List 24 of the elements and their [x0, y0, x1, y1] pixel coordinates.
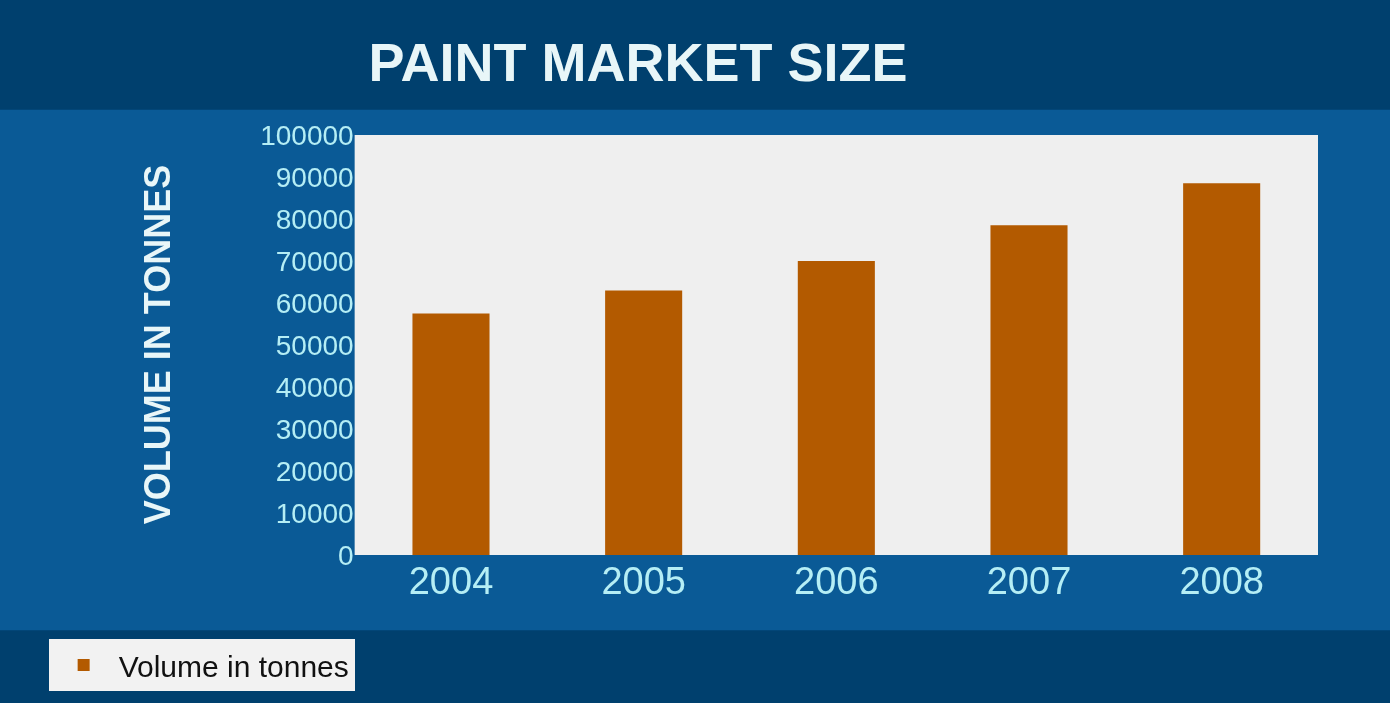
y-tick-label: 50000	[275, 329, 354, 361]
x-tick-label: 2008	[1179, 560, 1264, 602]
bar	[605, 290, 683, 555]
y-tick-label: 30000	[275, 413, 354, 445]
y-tick-label: 0	[338, 539, 354, 571]
bar	[797, 261, 875, 555]
y-tick-label: 90000	[275, 161, 354, 193]
legend-label: Volume in tonnes	[118, 649, 349, 683]
x-tick-label: 2005	[601, 560, 686, 602]
chart-title: PAINT MARKET SIZE	[368, 31, 908, 92]
y-tick-label: 40000	[275, 371, 354, 403]
x-tick-label: 2007	[986, 560, 1072, 602]
y-axis-title: VOLUME IN TONNES	[137, 164, 179, 525]
y-tick-label: 60000	[275, 287, 354, 319]
x-tick-label: 2006	[794, 560, 879, 602]
y-tick-label: 10000	[275, 497, 354, 529]
y-tick-label: 80000	[275, 203, 354, 235]
bar	[990, 225, 1068, 555]
bar	[1183, 183, 1261, 555]
y-tick-label: 70000	[275, 245, 354, 277]
x-tick-label: 2004	[408, 560, 494, 602]
bar	[412, 313, 490, 555]
y-tick-label: 20000	[275, 455, 354, 487]
y-tick-label: 100000	[260, 119, 354, 151]
